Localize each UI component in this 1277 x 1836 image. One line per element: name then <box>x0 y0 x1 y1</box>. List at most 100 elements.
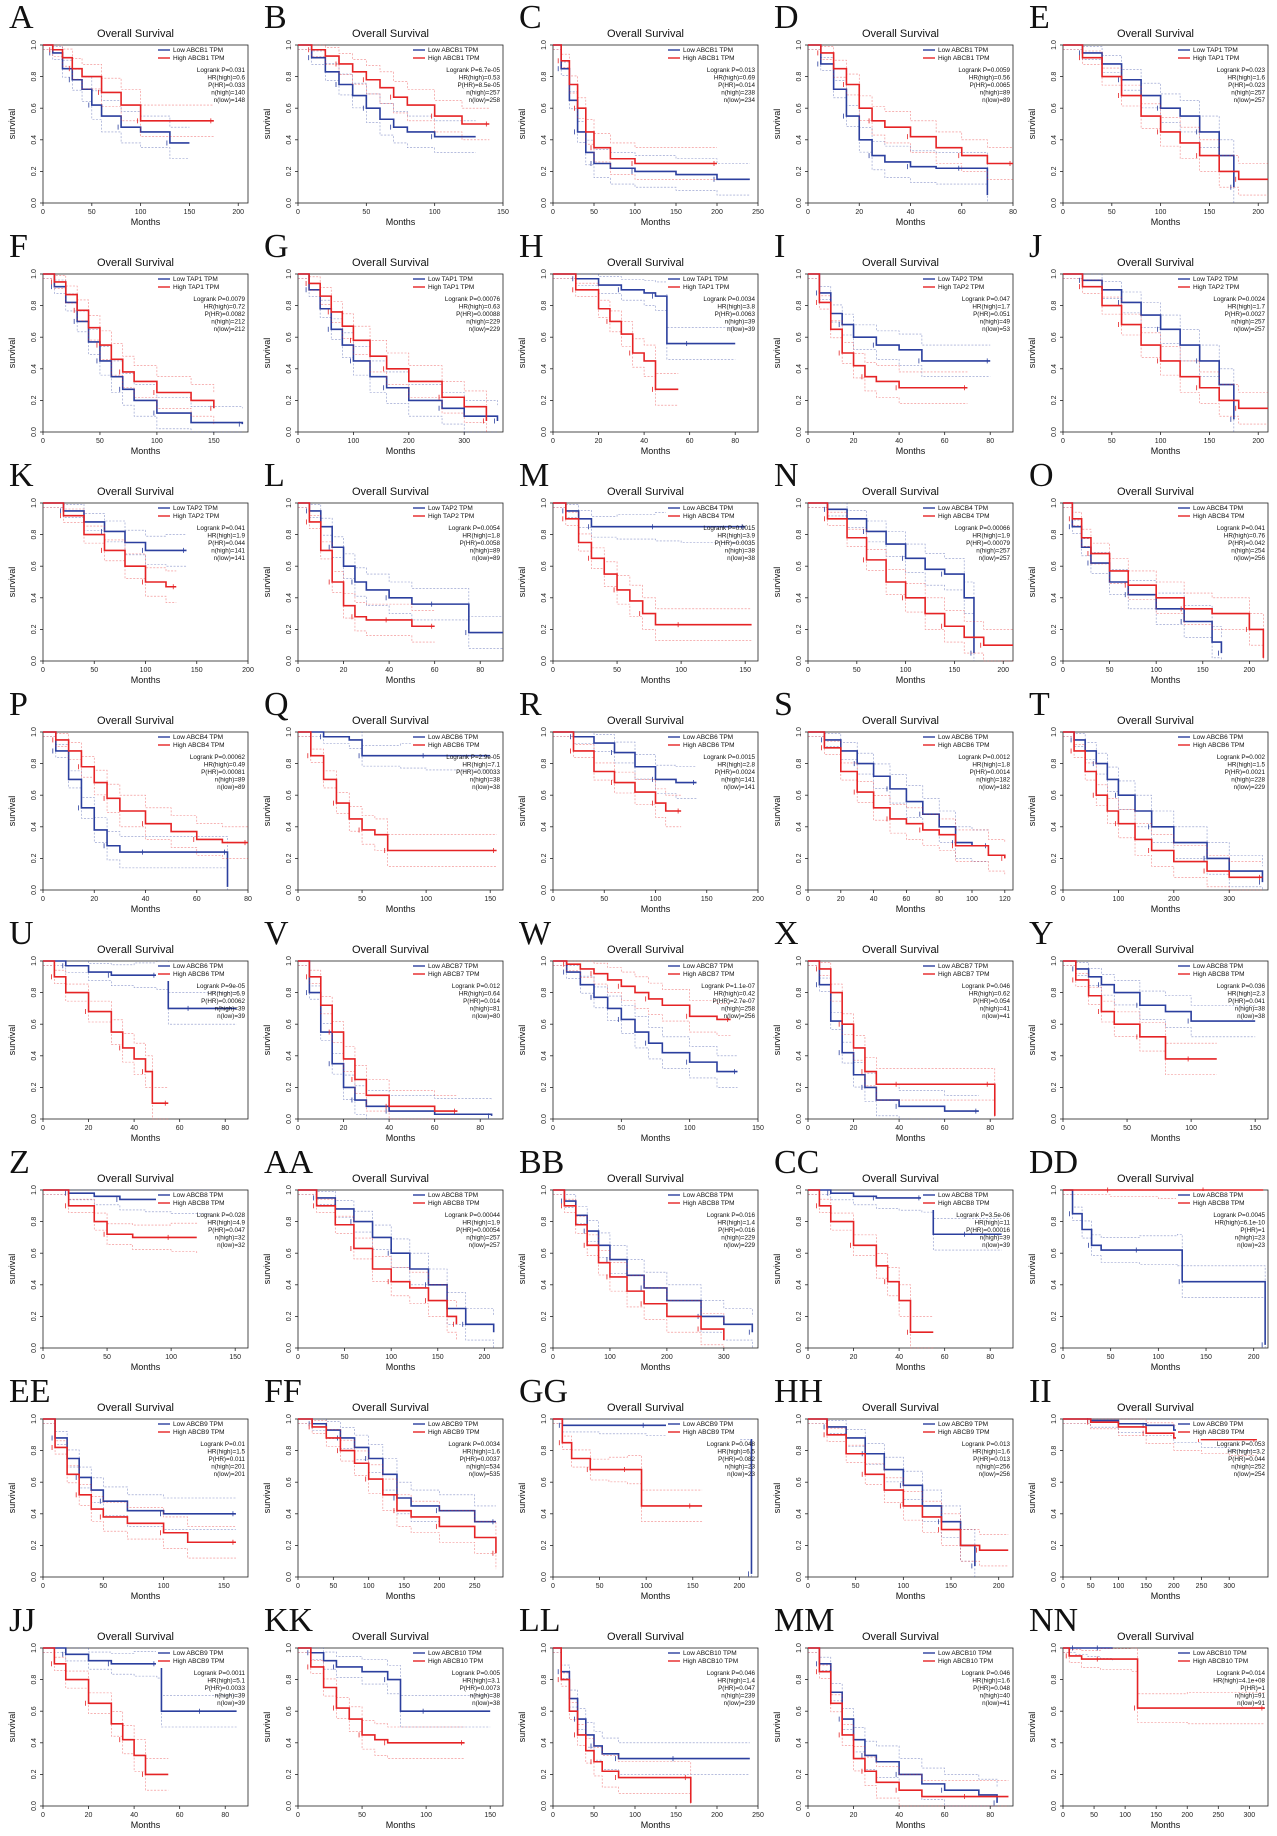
stat-text: n(low)=80 <box>472 1013 500 1020</box>
survival-curve <box>43 1418 236 1544</box>
y-tick-label: 1.0 <box>541 269 548 279</box>
x-tick-label: 50 <box>99 1583 107 1590</box>
legend-entry: High TAP1 TPM <box>173 284 219 291</box>
stat-text: HR(high)=1.7 <box>972 304 1010 311</box>
y-tick-label: 0.0 <box>286 1114 293 1124</box>
stat-text: P(HR)=0.054 <box>973 998 1010 1005</box>
x-axis-label: Months <box>896 446 926 456</box>
confidence-band <box>298 49 490 141</box>
y-axis-label: survival <box>7 1483 17 1514</box>
x-tick-label: 0 <box>1061 667 1065 674</box>
x-tick-label: 40 <box>130 1125 138 1132</box>
km-panel-mm: MM Overall Survival 0.0 0.2 0.4 0.6 0.8 1.0 surv… <box>768 1604 1023 1835</box>
y-tick-label: 0.2 <box>1051 624 1058 634</box>
panel-letter: O <box>1029 457 1054 494</box>
y-tick-label: 0.0 <box>541 1343 548 1353</box>
stat-text: n(high)=182 <box>976 777 1010 784</box>
stat-text: n(high)=257 <box>466 1235 500 1242</box>
y-tick-label: 0.0 <box>286 427 293 437</box>
stat-text: Logrank P=0.046 <box>962 983 1011 990</box>
km-panel-ee: EE Overall Survival 0.0 0.2 0.4 0.6 0.8 1.0 surv… <box>3 1375 258 1606</box>
km-plot: Overall Survival 0.0 0.2 0.4 0.6 0.8 1.0 surviv… <box>1027 1631 1269 1830</box>
stat-text: Logrank P=0.036 <box>1217 983 1266 990</box>
km-plot: Overall Survival 0.0 0.2 0.4 0.6 0.8 1.0 surviv… <box>772 1631 1014 1830</box>
panel-letter: H <box>519 228 544 265</box>
plot-title: Overall Survival <box>607 944 684 956</box>
legend-entry: High ABCB4 TPM <box>938 513 990 520</box>
y-tick-label: 1.0 <box>1051 498 1058 508</box>
panel-letter: L <box>264 457 285 494</box>
legend-box <box>156 733 246 752</box>
km-panel-cc: CC Overall Survival 0.0 0.2 0.4 0.6 0.8 1.0 surv… <box>768 1144 1023 1377</box>
y-tick-label: 0.6 <box>796 332 803 342</box>
survival-curve <box>808 1189 1002 1236</box>
plot-title: Overall Survival <box>97 715 174 727</box>
stat-text: Logrank P=2.9e-05 <box>446 754 500 761</box>
stat-text: HR(high)=2.3 <box>1227 991 1265 998</box>
stat-text: HR(high)=1.5 <box>207 1449 245 1456</box>
confidence-band <box>298 1652 491 1728</box>
x-tick-label: 300 <box>1244 1812 1256 1819</box>
stat-text: n(high)=49 <box>980 319 1011 326</box>
panel-letter: AA <box>264 1144 314 1181</box>
x-tick-label: 0 <box>41 1812 45 1819</box>
confidence-band <box>1063 1194 1266 1348</box>
stat-text: HR(high)=0.42 <box>714 991 756 998</box>
stat-text: Logrank P=0.0034 <box>448 1441 500 1448</box>
y-axis-label: survival <box>7 1254 17 1285</box>
plot-title: Overall Survival <box>352 944 429 956</box>
x-tick-label: 0 <box>296 896 300 903</box>
y-tick-label: 0.6 <box>286 790 293 800</box>
x-tick-label: 50 <box>596 1583 604 1590</box>
legend-entry: Low ABCB1 TPM <box>428 47 478 54</box>
y-tick-label: 0.8 <box>31 530 38 540</box>
stat-text: n(low)=535 <box>469 1471 501 1478</box>
x-tick-label: 20 <box>850 1354 858 1361</box>
y-tick-label: 0.6 <box>541 561 548 571</box>
x-tick-label: 100 <box>1185 1125 1197 1132</box>
x-tick-label: 50 <box>362 209 370 216</box>
x-axis-label: Months <box>386 446 416 456</box>
survival-curve <box>1063 273 1235 420</box>
plot-title: Overall Survival <box>607 1402 684 1414</box>
legend-box <box>1176 275 1266 294</box>
x-tick-label: 50 <box>617 1125 625 1132</box>
km-plot: Overall Survival 0.0 0.2 0.4 0.6 0.8 1.0 surviv… <box>262 1402 504 1601</box>
stat-text: n(low)=229 <box>1234 784 1266 791</box>
stat-text: n(low)=257 <box>1234 97 1266 104</box>
stat-text: HR(high)=0.72 <box>204 304 246 311</box>
survival-curve <box>1063 44 1268 181</box>
y-tick-label: 1.0 <box>286 727 293 737</box>
y-tick-label: 0.8 <box>796 988 803 998</box>
x-tick-label: 100 <box>675 667 687 674</box>
x-tick-label: 60 <box>176 1812 184 1819</box>
y-axis-label: survival <box>517 1483 527 1514</box>
km-plot: Overall Survival 0.0 0.2 0.4 0.6 0.8 1.0 surviv… <box>1027 28 1269 227</box>
survival-curve <box>1063 731 1263 879</box>
x-tick-label: 40 <box>640 438 648 445</box>
y-tick-label: 0.6 <box>541 1706 548 1716</box>
stat-text: Logrank P=0.0015 <box>703 525 755 532</box>
x-tick-label: 60 <box>941 438 949 445</box>
stat-text: HR(high)=1.6 <box>1227 75 1265 82</box>
stat-text: HR(high)=2.8 <box>717 762 755 769</box>
plot-frame <box>297 1189 504 1349</box>
km-panel-jj: JJ Overall Survival 0.0 0.2 0.4 0.6 0.8 1.0 surv… <box>3 1604 258 1835</box>
stat-text: HR(high)=1.5 <box>1227 762 1265 769</box>
x-axis-label: Months <box>386 675 416 685</box>
legend-box <box>411 46 501 65</box>
km-panel-l: L Overall Survival 0.0 0.2 0.4 0.6 0.8 1.0 survi… <box>258 457 513 690</box>
stat-text: HR(high)=1.8 <box>462 533 500 540</box>
confidence-band <box>808 507 975 661</box>
y-tick-label: 0.6 <box>541 1019 548 1029</box>
panel-letter: CC <box>774 1144 820 1181</box>
stat-text: n(low)=91 <box>1237 1700 1265 1707</box>
stat-text: HR(high)=3.1 <box>462 1678 500 1685</box>
km-plot: Overall Survival 0.0 0.2 0.4 0.6 0.8 1.0 surviv… <box>772 486 1014 685</box>
confidence-band <box>553 273 679 374</box>
stat-text: Logrank P=3.5e-06 <box>956 1212 1010 1219</box>
y-tick-label: 0.2 <box>541 1082 548 1092</box>
confidence-band <box>1063 502 1222 638</box>
y-tick-label: 0.4 <box>286 1280 293 1290</box>
y-tick-label: 0.0 <box>796 1114 803 1124</box>
